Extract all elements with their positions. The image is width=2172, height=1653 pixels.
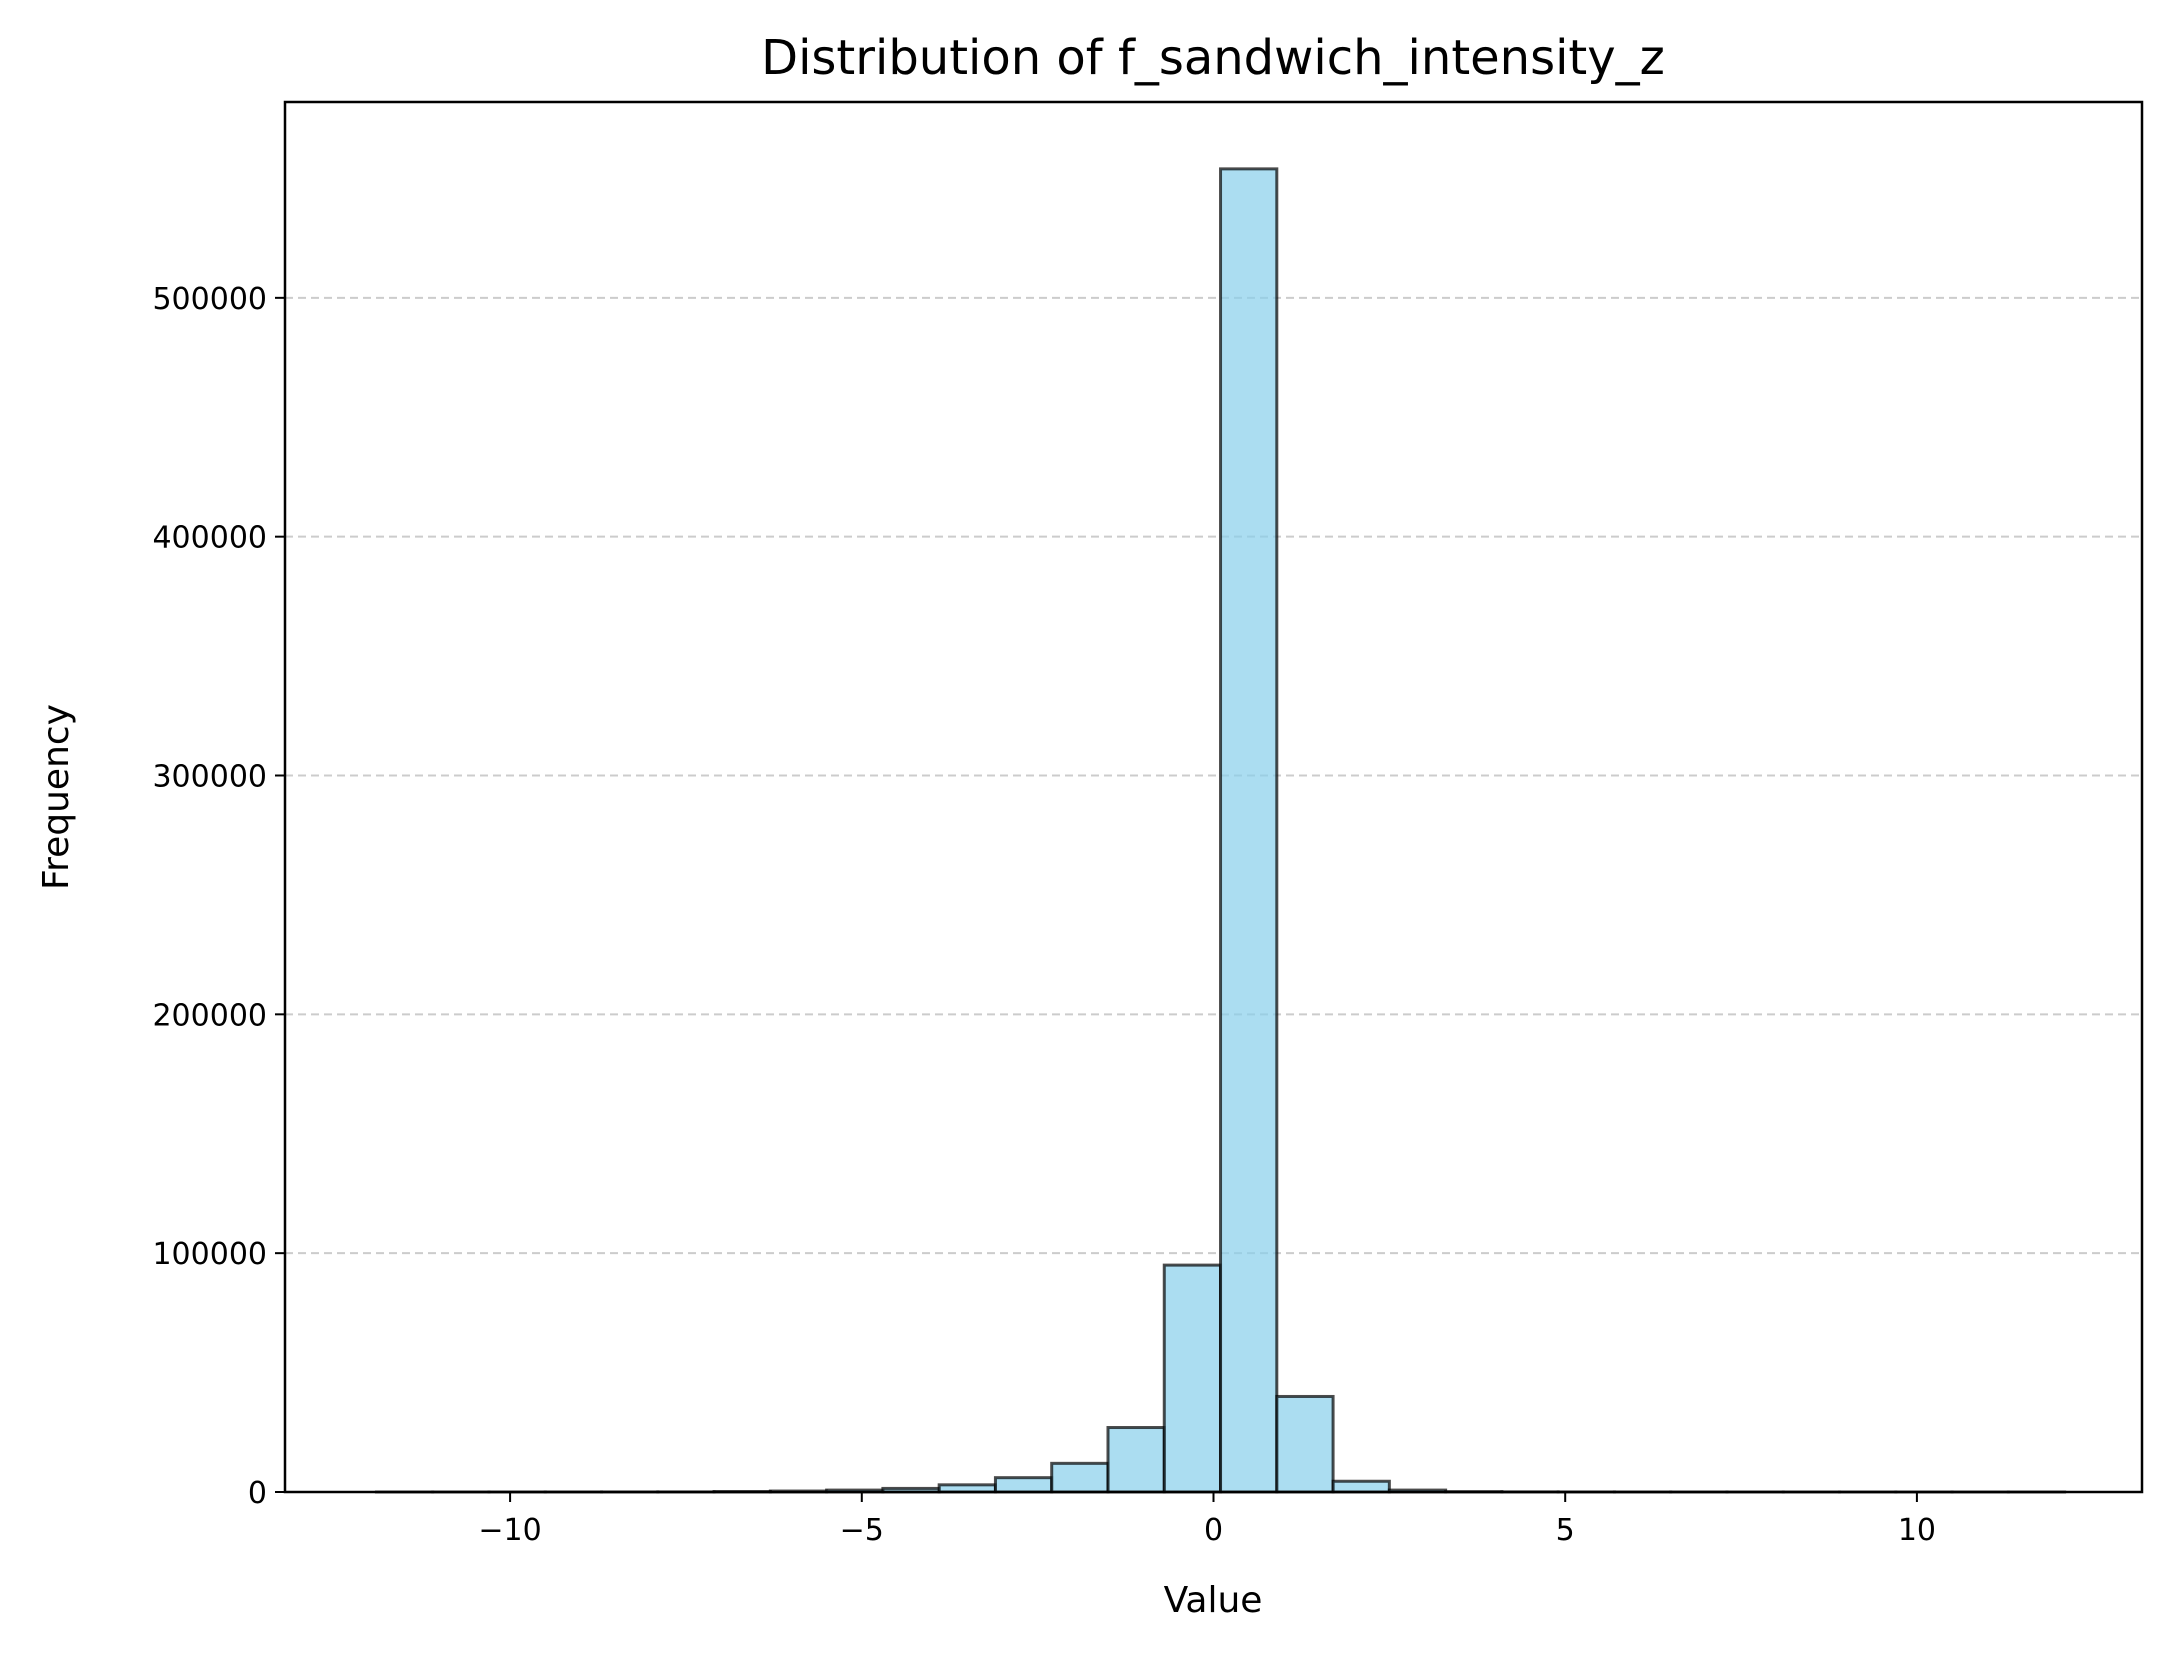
histogram-bar: [993, 1476, 1054, 1494]
histogram-bar: [1050, 1461, 1110, 1494]
x-tick-label: 5: [1556, 1513, 1575, 1548]
histogram-bar: [1162, 1263, 1223, 1494]
histogram-bars: [374, 167, 2067, 1494]
histogram-bar: [1275, 1394, 1335, 1494]
y-tick-label: 500000: [152, 282, 267, 317]
x-tick-label: −5: [840, 1513, 884, 1548]
y-tick-label: 300000: [152, 760, 267, 795]
y-tick-label: 0: [248, 1476, 267, 1511]
y-tick-label: 200000: [152, 998, 267, 1033]
x-tick-label: 10: [1898, 1513, 1936, 1548]
x-tick-label: 0: [1204, 1513, 1223, 1548]
histogram-bar: [1331, 1479, 1391, 1494]
x-axis-ticks: −10 −5 0 5 10: [478, 1492, 1936, 1548]
y-axis-title: Frequency: [36, 704, 77, 890]
y-axis-ticks: 0 100000 200000 300000 400000 500000: [152, 282, 285, 1511]
y-tick-label: 100000: [152, 1237, 267, 1272]
histogram-bar: [1219, 167, 1279, 1494]
grid-lines: [285, 296, 2142, 1255]
y-tick-label: 400000: [152, 521, 267, 556]
x-tick-label: −10: [478, 1513, 541, 1548]
histogram-bar: [1106, 1426, 1166, 1494]
chart-title: Distribution of f_sandwich_intensity_z: [761, 30, 1665, 86]
x-axis-title: Value: [1164, 1580, 1263, 1621]
